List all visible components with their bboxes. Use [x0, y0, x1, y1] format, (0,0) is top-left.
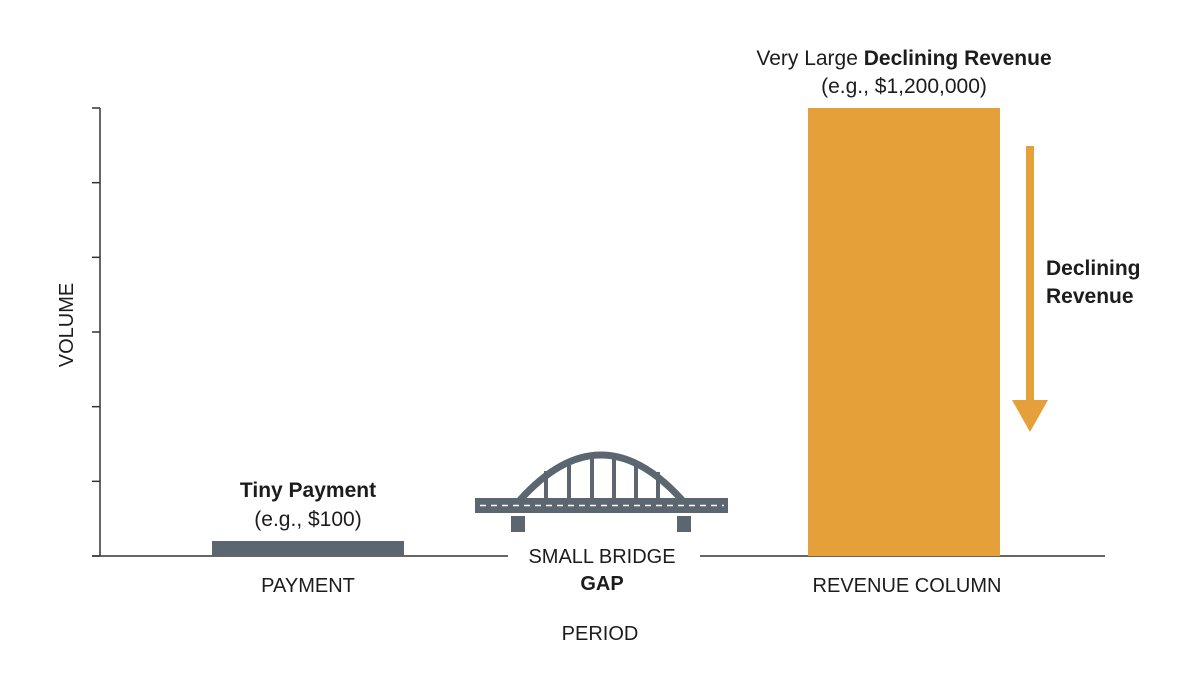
gap-label-line1: SMALL BRIDGE — [528, 546, 675, 568]
revenue-annotation-bold: Declining Revenue — [864, 47, 1052, 70]
revenue-annotation-value: (e.g., $1,200,000) — [821, 75, 987, 98]
bridge-icon — [475, 451, 728, 532]
revenue-annotation-prefix: Very Large — [756, 47, 863, 70]
gap-label-line2: GAP — [580, 573, 623, 595]
revenue-annotation-title: Very Large Declining Revenue — [756, 47, 1051, 70]
y-axis-ticks — [92, 107, 100, 557]
declining-arrow-label-line1: Declining — [1046, 257, 1141, 280]
declining-arrow — [1012, 146, 1048, 432]
x-axis-label: PERIOD — [562, 623, 639, 645]
declining-arrow-label-line2: Revenue — [1046, 285, 1134, 308]
bar-payment — [212, 541, 404, 556]
payment-annotation-title: Tiny Payment — [240, 479, 376, 502]
declining-arrow-shaft — [1026, 146, 1034, 402]
category-label-revenue-column: REVENUE COLUMN — [813, 575, 1002, 597]
bar-revenue-column — [808, 108, 1000, 556]
declining-arrow-head — [1012, 400, 1048, 432]
gap-label-background — [508, 540, 700, 566]
category-label-payment: PAYMENT — [261, 575, 355, 597]
payment-annotation-value: (e.g., $100) — [254, 508, 361, 531]
y-axis-label: VOLUME — [56, 283, 78, 367]
